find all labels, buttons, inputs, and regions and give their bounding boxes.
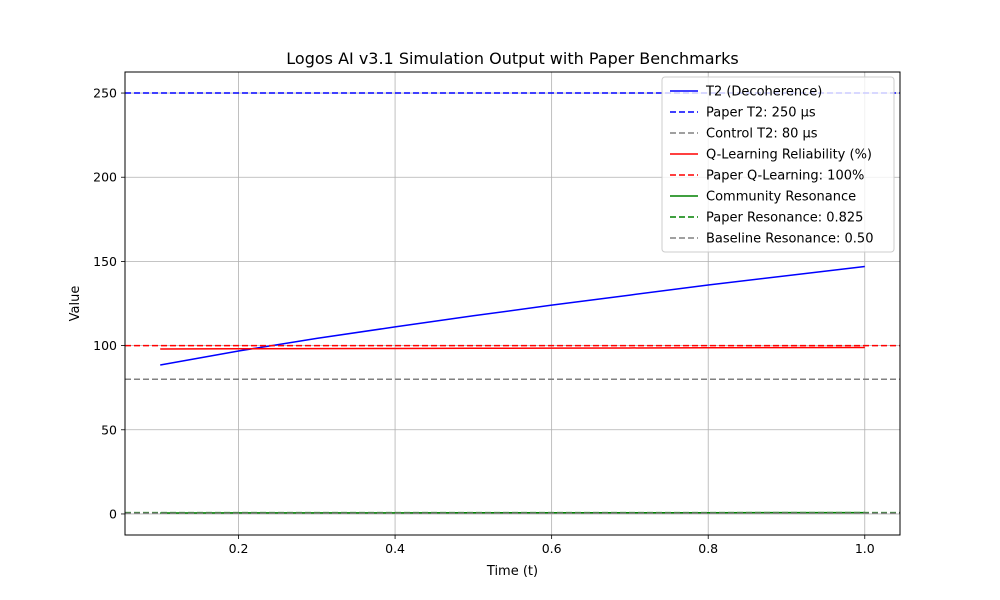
y-tick-label: 50 (101, 422, 117, 437)
x-tick-label: 1.0 (855, 541, 875, 556)
series-t2-decoherence (160, 265, 865, 366)
legend-label-paper-t2-250-s: Paper T2: 250 µs (706, 106, 816, 121)
y-axis-label: Value (68, 286, 83, 322)
y-tick-label: 0 (109, 506, 117, 521)
y-tick-label: 250 (93, 86, 117, 101)
x-tick-label: 0.2 (229, 541, 249, 556)
x-tick-label: 0.4 (385, 541, 405, 556)
legend-label-t2-decoherence: T2 (Decoherence) (705, 85, 822, 100)
chart-title: Logos AI v3.1 Simulation Output with Pap… (286, 49, 738, 68)
tick-layer: 0.2 0.4 0.6 0.8 1.0 0 50 100 150 200 250 (93, 86, 875, 556)
y-tick-label: 100 (93, 338, 117, 353)
series-q-learning-reliability (160, 346, 865, 350)
legend-box (661, 76, 895, 253)
y-tick-label: 150 (93, 254, 117, 269)
legend-label-paper-resonance-0-825: Paper Resonance: 0.825 (706, 211, 863, 226)
legend: T2 (Decoherence) Paper T2: 250 µs Control … (661, 76, 895, 253)
legend-label-q-learning-reliability: Q-Learning Reliability (%) (706, 148, 872, 163)
x-tick-label: 0.6 (542, 541, 562, 556)
series-layer (125, 92, 900, 514)
legend-label-community-resonance: Community Resonance (706, 190, 856, 205)
legend-label-paper-q-learning-100: Paper Q-Learning: 100% (706, 169, 864, 184)
plot-frame (124, 71, 901, 536)
y-tick-label: 200 (93, 170, 117, 185)
legend-label-baseline-resonance-0-50: Baseline Resonance: 0.50 (706, 232, 873, 247)
legend-label-control-t2-80-s: Control T2: 80 µs (706, 127, 818, 142)
x-axis-label: Time (t) (486, 564, 538, 579)
x-tick-label: 0.8 (698, 541, 718, 556)
